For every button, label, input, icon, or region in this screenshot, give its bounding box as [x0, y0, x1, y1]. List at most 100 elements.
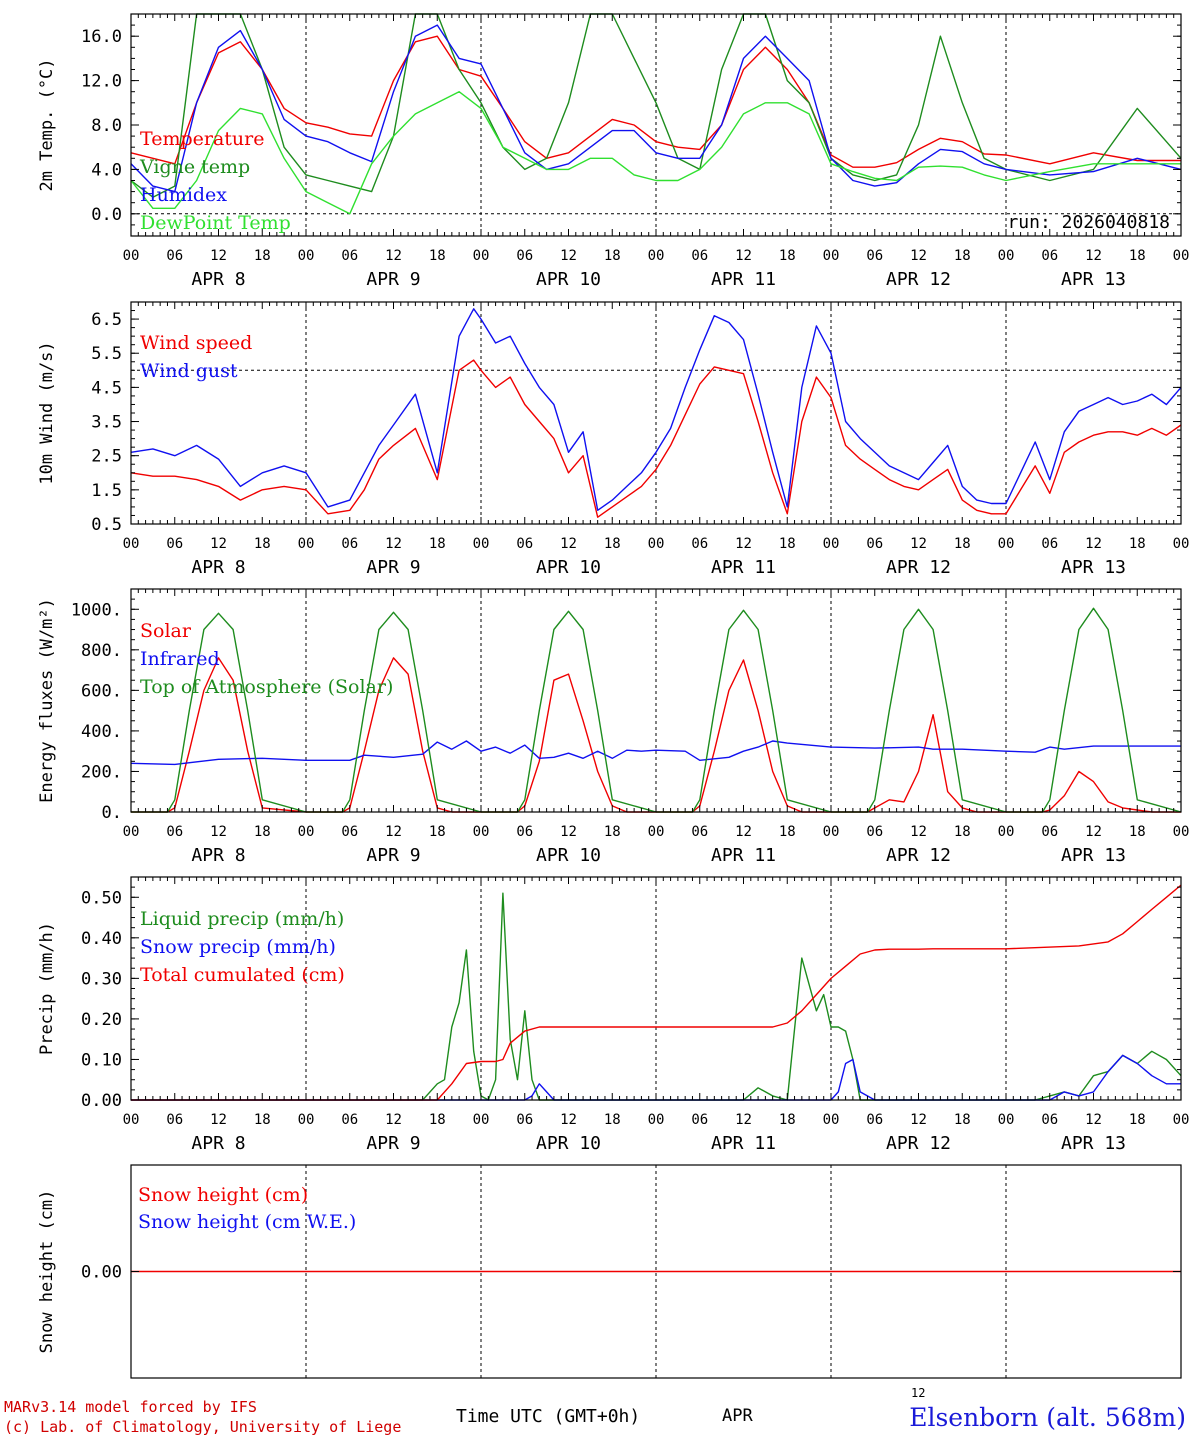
y-tick-label: 400. [81, 722, 122, 742]
series-humidex [130, 24, 1182, 193]
x-tick-label: 00 [298, 536, 315, 552]
x-tick-label: 06 [866, 536, 883, 552]
x-tick-label: 18 [954, 536, 971, 552]
x-tick-label: 18 [429, 1112, 446, 1128]
x-tick-label: 12 [910, 248, 927, 264]
x-tick-label: 00 [648, 536, 665, 552]
legend-snow-height-cm-w-e: Snow height (cm W.E.) [138, 1211, 356, 1233]
x-tick-label: 00 [823, 1112, 840, 1128]
day-label: APR 13 [1061, 269, 1126, 290]
x-tick-label: 00 [648, 248, 665, 264]
x-tick-label: 06 [166, 248, 183, 264]
x-tick-label: 00 [1173, 248, 1190, 264]
x-tick-label: 00 [123, 536, 140, 552]
x-tick-label: 12 [1085, 536, 1102, 552]
day-label: APR 12 [886, 1133, 951, 1154]
y-axis-title: 10m Wind (m/s) [37, 341, 57, 484]
y-tick-label: 2.5 [91, 447, 122, 467]
y-tick-label: 4.5 [91, 378, 122, 398]
lab-credit: (c) Lab. of Climatology, University of L… [4, 1418, 402, 1436]
legend-snow-precip-mm-h: Snow precip (mm/h) [140, 936, 336, 958]
x-tick-label: 00 [998, 536, 1015, 552]
y-tick-label: 800. [81, 641, 122, 661]
legend-wind-speed: Wind speed [140, 332, 252, 354]
x-tick-label: 06 [1041, 1112, 1058, 1128]
x-tick-label: 06 [516, 824, 533, 840]
y-tick-label: 200. [81, 762, 122, 782]
x-tick-label: 00 [648, 824, 665, 840]
day-label: APR 9 [366, 269, 420, 290]
y-tick-label: 5.5 [91, 344, 122, 364]
day-label: APR 12 [886, 845, 951, 866]
legend-infrared: Infrared [140, 648, 220, 670]
day-label: APR 11 [711, 269, 776, 290]
day-marker: 12 [911, 1386, 926, 1400]
y-tick-label: 4.0 [91, 160, 122, 180]
panel-4: 00 06 12 18 00 06 12 18 00 06 12 18 00 06 12 18 00 06 12 18… [37, 876, 1190, 1154]
panel-3: 00 06 12 18 00 06 12 18 00 06 12 18 00 06 12 18 00 06 12 18… [37, 588, 1189, 866]
x-tick-label: 12 [910, 536, 927, 552]
x-tick-label: 06 [341, 1112, 358, 1128]
x-tick-label: 18 [779, 248, 796, 264]
x-tick-label: 00 [473, 536, 490, 552]
x-tick-label: 00 [123, 824, 140, 840]
x-tick-label: 06 [691, 248, 708, 264]
x-tick-label: 18 [1129, 1112, 1146, 1128]
x-tick-label: 06 [1041, 824, 1058, 840]
panel-2: 00 06 12 18 00 06 12 18 00 06 12 18 00 06 12 18 00 06 12 18… [37, 301, 1190, 578]
x-tick-label: 00 [1173, 536, 1190, 552]
x-tick-label: 18 [604, 248, 621, 264]
series-dewpoint-temp [130, 90, 1181, 215]
y-tick-label: 0.10 [81, 1050, 122, 1070]
y-tick-label: 3.5 [91, 413, 122, 433]
day-label: APR 10 [536, 269, 601, 290]
x-tick-label: 00 [1173, 1112, 1190, 1128]
day-label: APR 13 [1061, 1133, 1126, 1154]
y-tick-label: 6.5 [91, 310, 122, 330]
x-tick-label: 06 [1041, 248, 1058, 264]
day-label: APR 11 [711, 1133, 776, 1154]
run-label: run: 2026040818 [1007, 212, 1170, 233]
legend-liquid-precip-mm-h: Liquid precip (mm/h) [140, 908, 344, 930]
x-tick-label: 12 [1085, 1112, 1102, 1128]
day-label: APR 8 [191, 1133, 245, 1154]
day-label: APR 8 [191, 557, 245, 578]
day-label: APR 12 [886, 557, 951, 578]
day-label: APR 8 [191, 269, 245, 290]
x-tick-label: 06 [691, 1112, 708, 1128]
x-tick-label: 00 [123, 1112, 140, 1128]
x-tick-label: 06 [866, 824, 883, 840]
day-label: APR 8 [191, 845, 245, 866]
x-tick-label: 18 [254, 536, 271, 552]
x-tick-label: 06 [341, 536, 358, 552]
y-tick-label: 1000. [71, 600, 122, 620]
y-axis-title: Precip (mm/h) [37, 922, 57, 1055]
x-tick-label: 06 [166, 1112, 183, 1128]
panel-frame [130, 588, 1182, 813]
x-tick-label: 12 [210, 824, 227, 840]
x-tick-label: 06 [691, 824, 708, 840]
x-tick-label: 18 [954, 1112, 971, 1128]
x-tick-label: 18 [779, 824, 796, 840]
x-tick-label: 12 [1085, 824, 1102, 840]
legend-snow-height-cm: Snow height (cm) [138, 1184, 308, 1206]
x-tick-label: 12 [210, 1112, 227, 1128]
x-tick-label: 06 [866, 248, 883, 264]
x-tick-label: 00 [823, 248, 840, 264]
y-tick-label: 0.00 [81, 1263, 122, 1283]
x-tick-label: 18 [954, 824, 971, 840]
day-label: APR 11 [711, 845, 776, 866]
x-tick-label: 18 [254, 248, 271, 264]
x-tick-label: 18 [779, 1112, 796, 1128]
x-tick-label: 12 [385, 824, 402, 840]
x-tick-label: 06 [866, 1112, 883, 1128]
station-name: Elsenborn (alt. 568m) [909, 1403, 1186, 1432]
x-tick-label: 12 [560, 1112, 577, 1128]
x-tick-label: 12 [910, 824, 927, 840]
x-tick-label: 06 [691, 536, 708, 552]
x-tick-label: 06 [516, 248, 533, 264]
x-tick-label: 12 [910, 1112, 927, 1128]
x-tick-label: 18 [604, 1112, 621, 1128]
panel-1: 00 06 12 18 00 06 12 18 00 06 12 18 00 06 12 18 00 06 12 18… [37, 13, 1190, 290]
x-tick-label: 12 [560, 248, 577, 264]
